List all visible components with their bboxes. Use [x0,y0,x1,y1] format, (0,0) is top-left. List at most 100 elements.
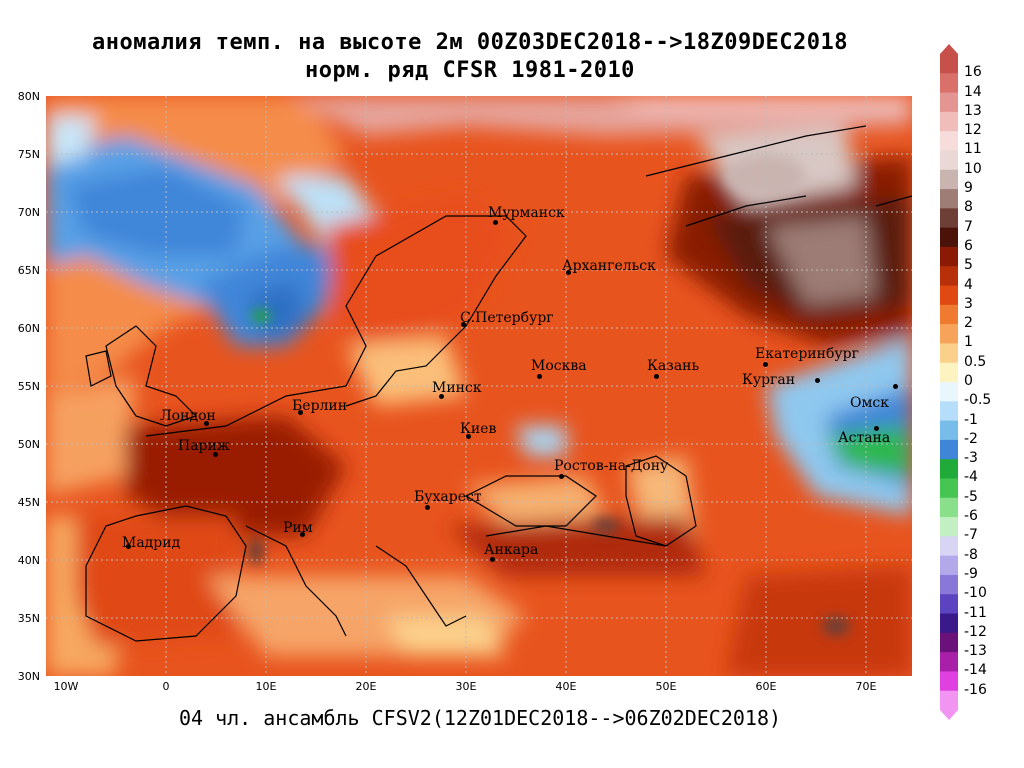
lat-label-55n: 55N [17,380,40,393]
lat-label-60n: 60N [17,322,40,335]
legend-label: 10 [964,160,982,177]
legend-label: 2 [964,315,973,332]
legend-label: -5 [964,488,978,505]
city-dot [439,394,444,399]
city-dot [559,474,564,479]
legend-label: -1 [964,411,978,428]
legend-swatch [940,111,958,132]
legend-label: 0 [964,373,973,389]
legend-swatch [940,536,958,557]
city-label: Архангельск [562,258,656,274]
legend-label: -14 [964,662,987,679]
legend-label: -7 [964,527,978,544]
lon-label-30e: 30E [455,680,477,693]
legend-label: 5 [964,257,973,274]
lon-label-70e: 70E [855,680,877,693]
city-label: Бухарест [414,489,482,505]
legend-arrow-bottom [940,710,958,720]
legend-swatch [940,343,958,364]
city-label: Астана [838,430,891,446]
city-label: Мурманск [488,205,565,221]
lon-label-40e: 40E [555,680,577,693]
legend-swatch [940,285,958,306]
city-dot [763,362,768,367]
city-label: Омск [850,395,889,411]
city-label: Мадрид [122,535,181,551]
city-dot [204,421,209,426]
legend-swatch [940,150,958,171]
legend-label: -3 [964,450,978,467]
lon-label-20e: 20E [355,680,377,693]
legend-label: 3 [964,295,973,312]
city-label: Берлин [292,398,348,414]
legend-swatch [940,439,958,460]
lat-label-70n: 70N [17,206,40,219]
legend-label: 4 [964,276,973,293]
city-dot [298,410,303,415]
legend-label: 7 [964,218,973,235]
lat-label-75n: 75N [17,148,40,161]
legend-swatch [940,401,958,422]
anomaly-field [46,96,912,676]
city-dot [461,322,466,327]
city-dot [425,505,430,510]
legend-label: -9 [964,565,978,582]
legend-swatch [940,246,958,267]
legend-swatch [940,478,958,499]
city-dot [654,374,659,379]
legend-label: -13 [964,643,987,660]
lat-label-80n: 80N [17,90,40,103]
legend-label: -12 [964,623,987,640]
city-label: С.Петербург [460,310,554,326]
city-dot [300,532,305,537]
city-dot [874,426,879,431]
legend-swatch [940,382,958,402]
lat-label-30n: 30N [17,670,40,683]
lat-label-65n: 65N [17,264,40,277]
legend-swatch [940,497,958,518]
legend-label: 13 [964,102,982,119]
city-dot [893,384,898,389]
legend-swatch [940,517,958,537]
legend-label: 1 [964,334,973,351]
city-label: Анкара [484,542,539,558]
map-title-line1: аномалия темп. на высоте 2м 00Z03DEC2018… [92,30,848,55]
legend-swatch [940,574,958,595]
legend-swatch [940,420,958,441]
lon-label-0: 0 [162,680,170,693]
lat-label-40n: 40N [17,554,40,567]
city-label: Рим [283,520,313,536]
city-label: Казань [647,358,700,374]
city-label: Курган [742,372,796,388]
legend-label: -2 [964,430,978,447]
lon-label-60e: 60E [755,680,777,693]
lon-label-50e: 50E [655,680,677,693]
legend-swatch [940,304,958,325]
legend-label: -0.5 [964,392,992,409]
legend-label: -11 [964,604,987,621]
ensemble-subtitle: 04 чл. ансамбль CFSV2(12Z01DEC2018-->06Z… [178,706,782,730]
legend-swatch [940,324,958,344]
coastlines [85,125,912,642]
city-label: Париж [178,438,230,454]
legend-swatch [940,169,958,190]
legend-arrow-top [940,44,958,54]
lat-label-50n: 50N [17,438,40,451]
legend-swatch [940,632,958,653]
lon-label-10w: 10W [53,680,79,693]
map-title-line2: норм. ряд CFSR 1981-2010 [305,58,635,83]
legend-swatch [940,690,958,711]
legend-swatch [940,459,958,479]
legend-label: 12 [964,122,982,139]
lon-label-10e: 10E [255,680,277,693]
legend-swatch [940,555,958,576]
legend-label: 16 [964,64,982,81]
city-dot [815,378,820,383]
legend-label: -10 [964,585,987,602]
legend-swatch [940,189,958,209]
legend-label: -6 [964,508,978,525]
legend-label: 14 [964,83,982,100]
legend-label: 0.5 [964,353,987,370]
city-dot [537,374,542,379]
legend-label: -16 [964,681,987,698]
